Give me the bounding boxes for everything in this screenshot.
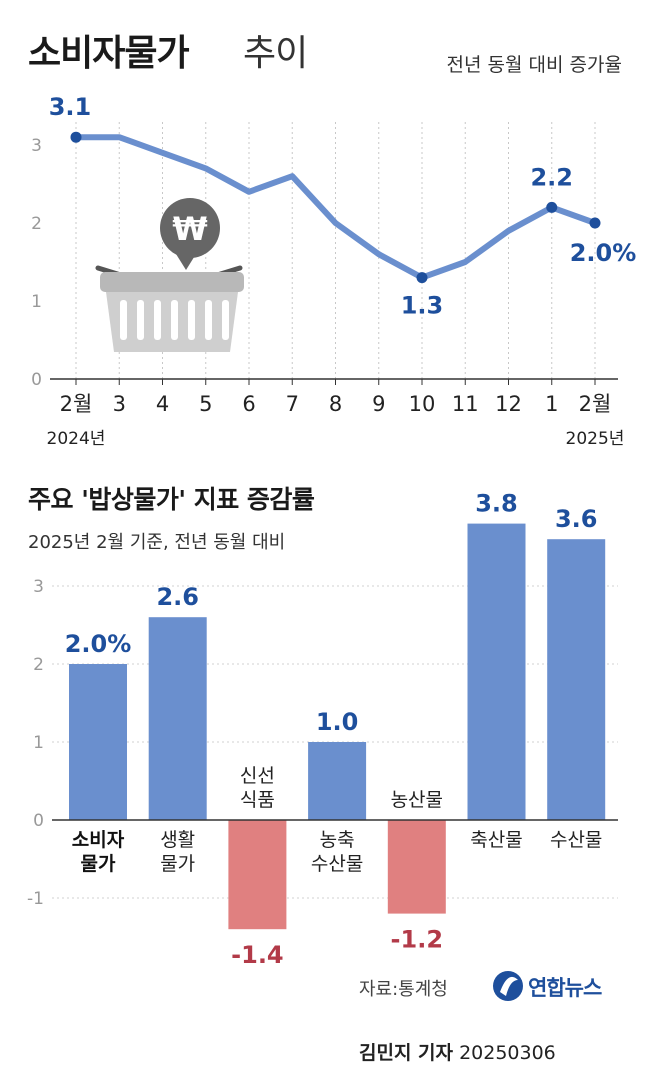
bar-value-label: -1.2 bbox=[391, 926, 443, 954]
data-label: 1.3 bbox=[401, 292, 444, 320]
category-label: 식품 bbox=[240, 789, 275, 811]
bar bbox=[387, 820, 446, 914]
x-tick-label: 5 bbox=[199, 392, 212, 416]
bar-value-label: 2.6 bbox=[156, 583, 199, 611]
series-line bbox=[73, 134, 598, 281]
bar bbox=[308, 742, 367, 820]
bar bbox=[148, 617, 207, 820]
bar-value-label: 3.8 bbox=[475, 490, 518, 518]
logo-text: 연합뉴스 bbox=[528, 976, 602, 1000]
x-tick-label: 4 bbox=[156, 392, 169, 416]
y-tick-label: 1 bbox=[31, 292, 42, 312]
x-tick-label: 10 bbox=[409, 392, 436, 416]
svg-text:₩: ₩ bbox=[172, 210, 207, 248]
x-tick-label: 6 bbox=[242, 392, 255, 416]
category-label: 축산물 bbox=[470, 829, 522, 851]
bar-value-label: 3.6 bbox=[555, 505, 598, 533]
category-label: 소비자 bbox=[72, 829, 125, 851]
bar-value-label: 2.0% bbox=[65, 630, 132, 658]
y-tick-label: 2 bbox=[33, 655, 44, 675]
bar-chart-subtitle: 2025년 2월 기준, 전년 동월 대비 bbox=[28, 532, 286, 553]
category-label: 물가 bbox=[81, 853, 116, 875]
bar bbox=[69, 664, 127, 820]
data-label: 2.2 bbox=[530, 163, 573, 191]
publish-date: 20250306 bbox=[459, 1042, 556, 1064]
data-point bbox=[416, 272, 428, 284]
data-point bbox=[589, 217, 601, 229]
category-label: 농축 bbox=[320, 829, 355, 851]
bar-value-label: 1.0 bbox=[316, 708, 359, 736]
y-tick-label: 3 bbox=[31, 136, 42, 156]
reporter-name: 김민지 기자 bbox=[359, 1042, 454, 1064]
y-tick-label: -1 bbox=[27, 889, 44, 909]
bar bbox=[228, 820, 287, 930]
byline: 김민지 기자 20250306 bbox=[359, 1038, 556, 1065]
x-tick-label: 9 bbox=[372, 392, 385, 416]
data-label: 3.1 bbox=[49, 93, 92, 121]
x-tick-label: 2월 bbox=[579, 392, 612, 416]
x-tick-label: 2월 bbox=[60, 392, 93, 416]
y-tick-label: 1 bbox=[33, 733, 44, 753]
x-year-label-end: 2025년 bbox=[566, 429, 625, 449]
category-label: 물가 bbox=[160, 853, 195, 875]
category-label: 수산물 bbox=[550, 829, 602, 851]
x-year-label-start: 2024년 bbox=[47, 429, 106, 449]
chart-title-suffix: 추이 bbox=[243, 33, 308, 74]
x-tick-label: 11 bbox=[452, 392, 479, 416]
bar-chart-title: 주요 '밥상물가' 지표 증감률 bbox=[28, 485, 315, 514]
y-tick-label: 0 bbox=[31, 370, 42, 390]
y-tick-label: 0 bbox=[33, 811, 44, 831]
data-label: 2.0% bbox=[570, 239, 637, 267]
yonhap-logo-icon bbox=[493, 971, 523, 1001]
bar bbox=[467, 523, 526, 820]
shopping-basket-icon: ₩ bbox=[95, 198, 244, 352]
x-tick-label: 7 bbox=[286, 392, 299, 416]
bar bbox=[547, 539, 606, 820]
y-tick-label: 2 bbox=[31, 214, 42, 234]
category-label: 농산물 bbox=[391, 789, 443, 811]
x-tick-label: 3 bbox=[113, 392, 126, 416]
data-point bbox=[70, 131, 82, 143]
chart-title: 소비자물가 bbox=[28, 33, 190, 74]
category-label: 수산물 bbox=[311, 853, 363, 875]
category-label: 생활 bbox=[160, 829, 195, 851]
data-point bbox=[546, 201, 558, 213]
x-tick-label: 1 bbox=[545, 392, 558, 416]
unit-label: 전년 동월 대비 증가율 bbox=[446, 54, 622, 76]
bar-value-label: -1.4 bbox=[231, 941, 283, 969]
y-tick-label: 3 bbox=[33, 577, 44, 597]
source-label: 자료:통계청 bbox=[359, 979, 448, 1000]
x-tick-label: 12 bbox=[495, 392, 522, 416]
category-label: 신선 bbox=[240, 765, 275, 787]
x-tick-label: 8 bbox=[329, 392, 342, 416]
